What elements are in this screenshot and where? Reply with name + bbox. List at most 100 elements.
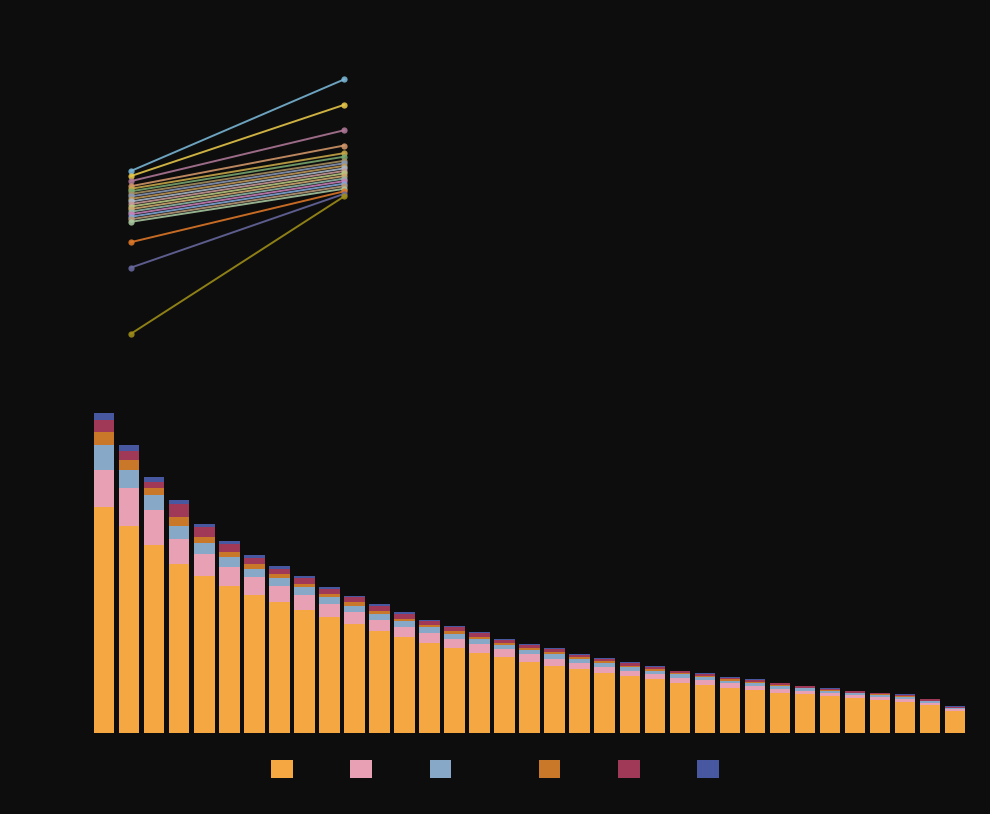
Bar — [494, 640, 515, 643]
Bar — [820, 690, 841, 693]
Bar — [795, 694, 815, 733]
Bar — [944, 708, 965, 710]
Bar — [419, 620, 440, 621]
Bar — [620, 666, 641, 667]
Bar — [544, 648, 565, 650]
Bar — [94, 507, 115, 733]
Bar — [269, 569, 290, 574]
Bar — [795, 688, 815, 690]
Bar — [194, 536, 215, 543]
Bar — [644, 667, 665, 669]
Bar — [119, 526, 140, 733]
Bar — [269, 578, 290, 586]
Bar — [520, 644, 540, 645]
Bar — [319, 593, 340, 597]
Bar — [569, 654, 590, 655]
Bar — [569, 663, 590, 669]
Bar — [469, 632, 490, 633]
Bar — [695, 685, 715, 733]
Bar — [445, 626, 465, 628]
Bar — [445, 648, 465, 733]
Bar — [769, 685, 790, 686]
Bar — [594, 667, 615, 673]
Bar — [445, 628, 465, 631]
Bar — [245, 569, 264, 577]
Bar — [544, 653, 565, 654]
Bar — [144, 482, 164, 488]
Bar — [94, 414, 115, 420]
Bar — [194, 554, 215, 576]
Bar — [419, 643, 440, 733]
Bar — [219, 541, 240, 545]
Bar — [169, 563, 189, 733]
Bar — [419, 625, 440, 628]
Bar — [620, 676, 641, 733]
Bar — [469, 639, 490, 645]
Bar — [944, 710, 965, 711]
Bar — [544, 650, 565, 653]
Bar — [245, 564, 264, 569]
Bar — [369, 606, 390, 610]
Bar — [319, 587, 340, 589]
Bar — [169, 504, 189, 517]
Bar — [844, 694, 865, 695]
Bar — [769, 683, 790, 685]
Bar — [294, 610, 315, 733]
Bar — [119, 488, 140, 526]
Bar — [769, 686, 790, 689]
Bar — [294, 578, 315, 584]
Bar — [744, 680, 765, 682]
Bar — [870, 700, 890, 733]
Bar — [419, 628, 440, 633]
Bar — [119, 461, 140, 470]
Bar — [870, 695, 890, 697]
Bar — [319, 604, 340, 618]
Bar — [569, 659, 590, 663]
Bar — [194, 527, 215, 536]
Bar — [369, 620, 390, 631]
Bar — [469, 633, 490, 637]
Bar — [795, 690, 815, 694]
Bar — [744, 690, 765, 733]
Bar — [520, 648, 540, 650]
Bar — [494, 645, 515, 650]
Bar — [394, 615, 415, 619]
Bar — [445, 639, 465, 648]
Bar — [144, 545, 164, 733]
Bar — [569, 669, 590, 733]
Bar — [345, 606, 364, 612]
Bar — [94, 444, 115, 470]
Bar — [695, 677, 715, 680]
Bar — [920, 702, 940, 705]
Bar — [744, 682, 765, 683]
Bar — [269, 574, 290, 578]
Bar — [895, 697, 916, 698]
Bar — [644, 671, 665, 674]
Bar — [194, 576, 215, 733]
Bar — [669, 682, 690, 733]
Bar — [544, 659, 565, 666]
Bar — [219, 567, 240, 585]
Bar — [820, 689, 841, 690]
Bar — [419, 621, 440, 625]
Bar — [419, 633, 440, 643]
Bar — [795, 686, 815, 688]
Bar — [920, 705, 940, 733]
Bar — [769, 689, 790, 693]
Bar — [369, 604, 390, 606]
Bar — [870, 697, 890, 700]
Bar — [594, 673, 615, 733]
Bar — [669, 672, 690, 673]
Bar — [219, 585, 240, 733]
Bar — [345, 597, 364, 602]
Bar — [269, 586, 290, 602]
Bar — [319, 597, 340, 604]
Bar — [219, 552, 240, 557]
Bar — [194, 543, 215, 554]
Bar — [769, 693, 790, 733]
Bar — [369, 610, 390, 614]
Bar — [94, 470, 115, 507]
Bar — [544, 666, 565, 733]
Bar — [345, 602, 364, 606]
Bar — [144, 488, 164, 495]
